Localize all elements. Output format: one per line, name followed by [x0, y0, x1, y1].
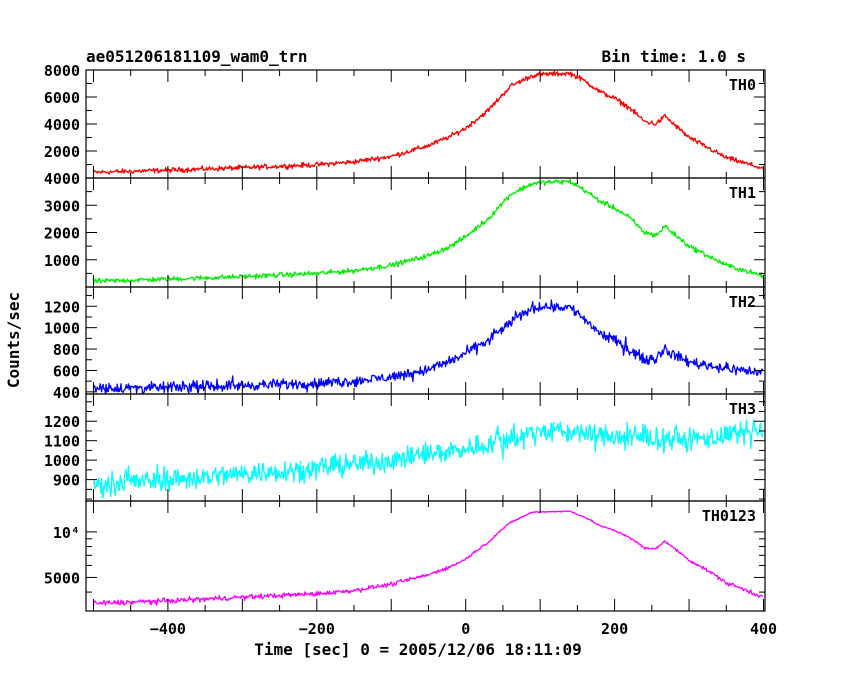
th0-y-tick-label: 8000 — [44, 62, 80, 80]
x-tick-label: 0 — [461, 620, 470, 638]
th3-y-tick-label: 900 — [53, 472, 80, 490]
x-tick-label: 200 — [601, 620, 628, 638]
x-tick-label: 400 — [750, 620, 777, 638]
th0123-panel-label: TH0123 — [702, 507, 756, 525]
th2-y-tick-label: 1000 — [44, 320, 80, 338]
th1-y-tick-label: 1000 — [44, 252, 80, 270]
th0-y-tick-label: 4000 — [44, 116, 80, 134]
th0123-y-tick-label: 10⁴ — [53, 524, 80, 542]
th2-y-tick-label: 600 — [53, 362, 80, 380]
th1-y-tick-label: 3000 — [44, 197, 80, 215]
th2-panel-label: TH2 — [729, 293, 756, 311]
th0-y-tick-label: 6000 — [44, 89, 80, 107]
panels-group: TH02000400060008000TH11000200030004000TH… — [44, 62, 777, 638]
chart-title: ae051206181109_wam0_trn — [86, 47, 308, 66]
th3-y-tick-label: 1100 — [44, 433, 80, 451]
th0123-y-tick-label: 5000 — [44, 569, 80, 587]
x-tick-label: −400 — [150, 620, 186, 638]
th0123-series-line — [92, 510, 764, 607]
th2-series-line — [92, 299, 764, 394]
x-axis-label: Time [sec] 0 = 2005/12/06 18:11:09 — [254, 640, 582, 659]
th3-panel-label: TH3 — [729, 400, 756, 418]
th3-y-tick-label: 1200 — [44, 413, 80, 431]
th2-panel-frame — [85, 286, 766, 395]
th0-panel-label: TH0 — [729, 76, 756, 94]
th3-y-tick-label: 1000 — [44, 452, 80, 470]
th3-series-line — [92, 418, 764, 499]
th0-series-line — [92, 70, 764, 175]
th2-y-tick-label: 800 — [53, 341, 80, 359]
th1-series-line — [92, 178, 764, 284]
th0-panel-frame — [85, 69, 766, 179]
th1-y-tick-label: 4000 — [44, 170, 80, 188]
x-tick-label: −200 — [299, 620, 335, 638]
th1-y-tick-label: 2000 — [44, 225, 80, 243]
th0-y-tick-label: 2000 — [44, 143, 80, 161]
th2-y-tick-label: 400 — [53, 384, 80, 402]
th1-panel-frame — [85, 177, 766, 288]
bin-time-label: Bin time: 1.0 s — [602, 47, 747, 66]
th0123-panel-frame — [85, 500, 766, 612]
th2-y-tick-label: 1200 — [44, 298, 80, 316]
th1-panel-label: TH1 — [729, 184, 756, 202]
y-axis-label: Counts/sec — [4, 292, 23, 388]
